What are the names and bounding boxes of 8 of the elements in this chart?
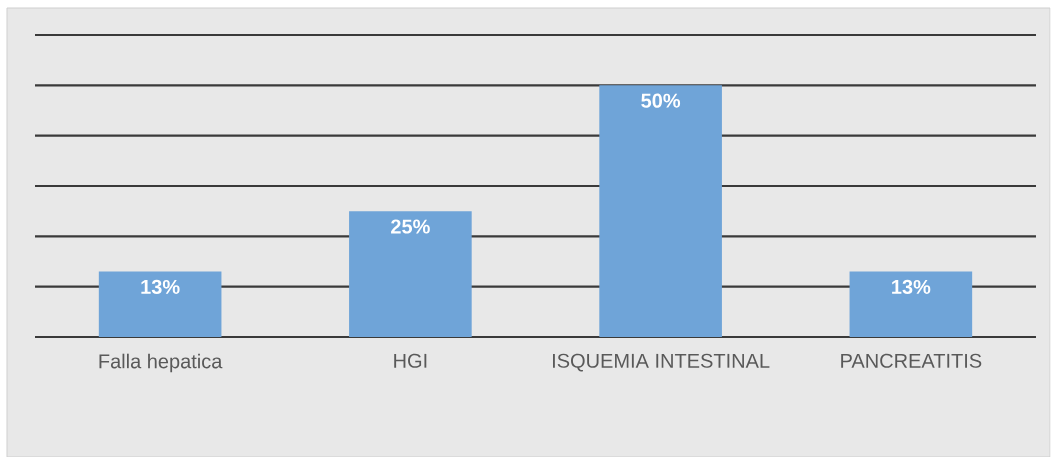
- data-label: 13%: [141, 279, 180, 295]
- x-tick-label: HGI: [394, 353, 427, 368]
- data-label: 13%: [892, 279, 931, 295]
- data-label: 50%: [641, 93, 681, 108]
- x-tick-label: Falla hepatica: [99, 353, 223, 373]
- x-tick-label: ISQUEMIA INTESTINAL: [553, 353, 770, 372]
- x-tick-label: PANCREATITIS: [841, 353, 982, 368]
- data-label: 25%: [391, 219, 430, 234]
